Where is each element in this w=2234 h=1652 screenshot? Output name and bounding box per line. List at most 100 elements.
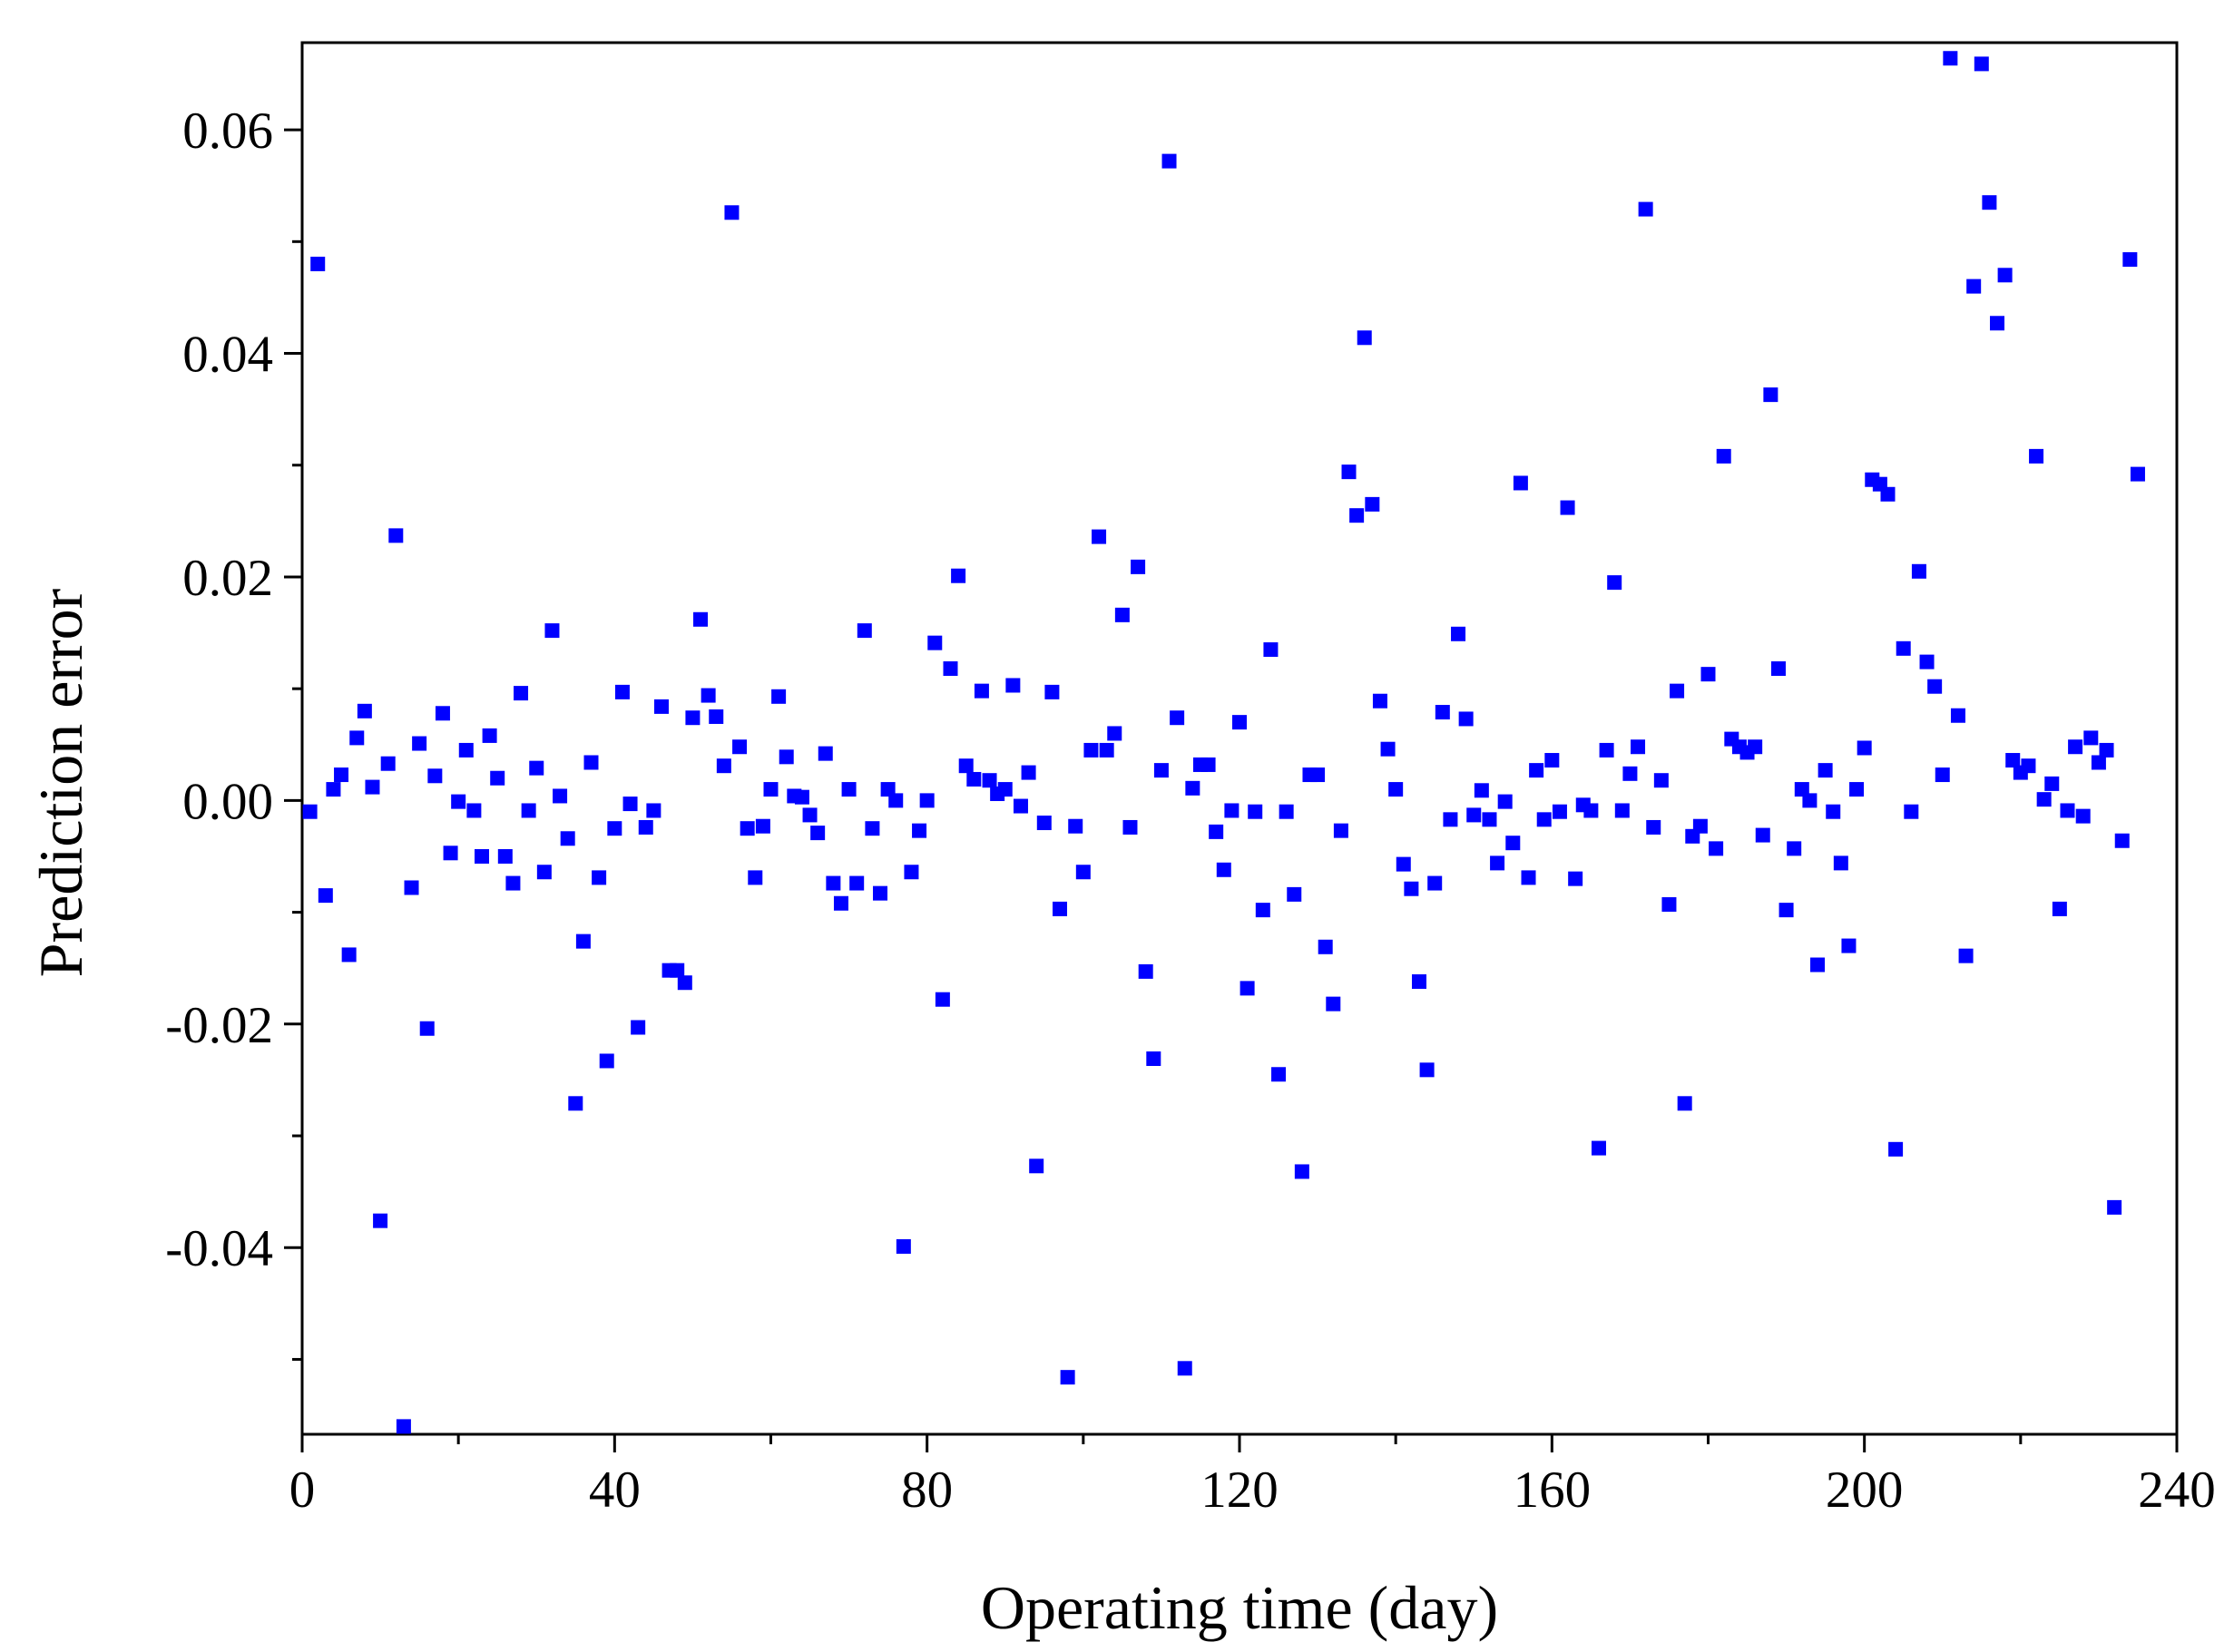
point	[1631, 739, 1646, 755]
point	[1068, 818, 1083, 834]
point	[396, 1419, 411, 1434]
point	[334, 767, 349, 783]
point	[2122, 252, 2138, 268]
point	[310, 256, 326, 271]
point	[810, 826, 826, 841]
point	[2083, 730, 2099, 746]
point	[677, 975, 692, 991]
point	[514, 686, 529, 701]
point	[943, 660, 958, 676]
point	[1638, 201, 1653, 217]
point	[1544, 753, 1560, 768]
point	[1810, 957, 1826, 973]
point	[1060, 1370, 1075, 1385]
point	[592, 870, 607, 885]
point	[1482, 812, 1497, 827]
point	[341, 947, 357, 963]
point	[1271, 1067, 1287, 1082]
point	[1982, 195, 1997, 210]
point	[919, 793, 935, 808]
point	[490, 770, 505, 786]
point	[529, 760, 544, 776]
point	[1326, 996, 1341, 1012]
point	[2068, 739, 2083, 755]
point	[1263, 642, 1279, 658]
point	[1170, 710, 1185, 726]
point	[1435, 705, 1450, 720]
point	[1748, 739, 1763, 755]
point	[1778, 903, 1794, 918]
point	[365, 779, 380, 795]
point	[1794, 782, 1809, 797]
point	[1161, 153, 1177, 169]
point	[2099, 742, 2114, 758]
point	[1209, 824, 1224, 839]
x-tick-label: 160	[1514, 1461, 1592, 1519]
point	[318, 888, 333, 904]
point	[1568, 871, 1583, 886]
point	[1552, 804, 1567, 819]
point	[1716, 448, 1731, 464]
point	[1279, 804, 1294, 819]
point	[1521, 870, 1536, 885]
point	[521, 803, 536, 818]
point	[709, 709, 724, 724]
point	[1490, 855, 1505, 871]
point	[412, 736, 427, 751]
point	[1318, 939, 1333, 954]
point	[1919, 654, 1935, 670]
point	[1200, 757, 1216, 772]
y-tick-label: 0.02	[182, 550, 273, 607]
point	[1036, 816, 1052, 831]
point	[458, 742, 474, 758]
point	[1341, 464, 1357, 480]
point	[966, 771, 982, 787]
x-tick-label: 0	[289, 1461, 316, 1519]
point	[1131, 559, 1146, 574]
point	[1146, 1051, 1161, 1067]
point	[575, 934, 591, 949]
point	[1005, 678, 1021, 693]
x-tick-label: 200	[1826, 1461, 1904, 1519]
point	[443, 846, 458, 861]
point	[1818, 763, 1833, 778]
point	[326, 782, 341, 797]
point	[740, 821, 755, 836]
point	[583, 755, 599, 770]
point	[880, 782, 896, 797]
point	[912, 823, 927, 838]
point	[716, 758, 731, 774]
point	[1044, 684, 1060, 699]
point	[1755, 827, 1770, 843]
point	[1365, 496, 1380, 512]
point	[755, 818, 770, 834]
point	[474, 848, 489, 864]
point	[1177, 1361, 1192, 1376]
point	[1333, 823, 1348, 838]
point	[1185, 780, 1200, 796]
point	[1661, 896, 1677, 912]
point	[373, 1213, 388, 1228]
point	[1950, 708, 1965, 723]
point	[1232, 715, 1247, 730]
point	[2036, 792, 2052, 807]
point	[614, 684, 630, 699]
point	[1599, 742, 1614, 758]
point	[427, 768, 443, 784]
point	[357, 703, 372, 718]
point	[763, 782, 779, 797]
point	[1388, 782, 1404, 797]
point	[482, 728, 497, 743]
point	[2029, 448, 2044, 464]
point	[1591, 1140, 1606, 1156]
point	[670, 963, 685, 978]
point	[833, 895, 848, 911]
point	[607, 821, 622, 836]
point	[1114, 607, 1130, 622]
point	[1888, 1141, 1904, 1157]
point	[1927, 679, 1943, 694]
point	[544, 623, 560, 639]
point	[1513, 475, 1528, 491]
point	[466, 803, 482, 818]
point	[599, 1053, 614, 1069]
